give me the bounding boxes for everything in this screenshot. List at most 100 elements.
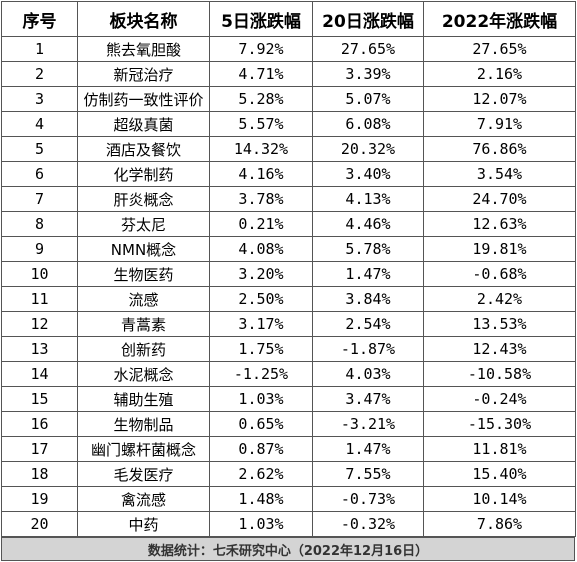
table-row: 2 新冠治疗 4.71% 3.39% 2.16% [1,61,576,87]
table-row: 1 熊去氧胆酸 7.92% 27.65% 27.65% [1,36,576,62]
table-row: 20 中药 1.03% -0.32% 7.86% [1,511,576,537]
header-5day-change: 5日涨跌幅 [209,1,313,37]
cell-5day-change: 1.03% [209,386,313,412]
table-row: 13 创新药 1.75% -1.87% 12.43% [1,336,576,362]
cell-20day-change: 1.47% [312,261,424,287]
cell-index: 15 [1,386,78,412]
cell-sector-name: 新冠治疗 [77,61,210,87]
cell-index: 7 [1,186,78,212]
cell-2022-change: 2.42% [423,286,576,312]
header-2022-change: 2022年涨跌幅 [423,1,576,37]
cell-sector-name: 超级真菌 [77,111,210,137]
cell-5day-change: 1.48% [209,486,313,512]
cell-sector-name: 中药 [77,511,210,537]
table-row: 15 辅助生殖 1.03% 3.47% -0.24% [1,386,576,412]
cell-2022-change: 13.53% [423,311,576,337]
cell-index: 6 [1,161,78,187]
cell-20day-change: 4.03% [312,361,424,387]
cell-5day-change: 3.78% [209,186,313,212]
table-row: 14 水泥概念 -1.25% 4.03% -10.58% [1,361,576,387]
cell-2022-change: 7.91% [423,111,576,137]
cell-5day-change: -1.25% [209,361,313,387]
cell-index: 11 [1,286,78,312]
cell-20day-change: 1.47% [312,436,424,462]
table-row: 3 仿制药一致性评价 5.28% 5.07% 12.07% [1,86,576,112]
table-header-row: 序号 板块名称 5日涨跌幅 20日涨跌幅 2022年涨跌幅 [1,1,576,37]
cell-index: 18 [1,461,78,487]
cell-2022-change: 19.81% [423,236,576,262]
table-row: 18 毛发医疗 2.62% 7.55% 15.40% [1,461,576,487]
cell-index: 20 [1,511,78,537]
cell-2022-change: 15.40% [423,461,576,487]
cell-index: 12 [1,311,78,337]
cell-sector-name: 芬太尼 [77,211,210,237]
cell-sector-name: 水泥概念 [77,361,210,387]
cell-sector-name: NMN概念 [77,236,210,262]
cell-20day-change: 5.07% [312,86,424,112]
cell-index: 19 [1,486,78,512]
header-20day-change: 20日涨跌幅 [312,1,424,37]
cell-2022-change: -10.58% [423,361,576,387]
cell-5day-change: 14.32% [209,136,313,162]
cell-5day-change: 2.62% [209,461,313,487]
table-row: 9 NMN概念 4.08% 5.78% 19.81% [1,236,576,262]
cell-5day-change: 4.71% [209,61,313,87]
cell-20day-change: 3.39% [312,61,424,87]
cell-index: 3 [1,86,78,112]
data-source-text: 数据统计：七禾研究中心（2022年12月16日） [147,543,429,559]
table-row: 10 生物医药 3.20% 1.47% -0.68% [1,261,576,287]
cell-2022-change: 12.07% [423,86,576,112]
cell-20day-change: 3.47% [312,386,424,412]
cell-sector-name: 化学制药 [77,161,210,187]
data-source-footer: 数据统计：七禾研究中心（2022年12月16日） [1,537,575,561]
cell-2022-change: -15.30% [423,411,576,437]
cell-20day-change: 4.13% [312,186,424,212]
cell-sector-name: 青蒿素 [77,311,210,337]
cell-5day-change: 0.21% [209,211,313,237]
cell-2022-change: 27.65% [423,36,576,62]
cell-20day-change: 7.55% [312,461,424,487]
cell-5day-change: 3.20% [209,261,313,287]
cell-20day-change: 3.40% [312,161,424,187]
header-sector-name: 板块名称 [77,1,210,37]
cell-sector-name: 生物医药 [77,261,210,287]
cell-2022-change: -0.68% [423,261,576,287]
cell-sector-name: 酒店及餐饮 [77,136,210,162]
cell-5day-change: 0.87% [209,436,313,462]
cell-5day-change: 4.08% [209,236,313,262]
cell-5day-change: 2.50% [209,286,313,312]
table-row: 17 幽门螺杆菌概念 0.87% 1.47% 11.81% [1,436,576,462]
cell-index: 9 [1,236,78,262]
cell-20day-change: 4.46% [312,211,424,237]
cell-5day-change: 1.75% [209,336,313,362]
cell-sector-name: 肝炎概念 [77,186,210,212]
cell-20day-change: 20.32% [312,136,424,162]
cell-index: 5 [1,136,78,162]
cell-2022-change: 2.16% [423,61,576,87]
cell-index: 1 [1,36,78,62]
cell-20day-change: 5.78% [312,236,424,262]
cell-20day-change: 6.08% [312,111,424,137]
cell-sector-name: 熊去氧胆酸 [77,36,210,62]
table-row: 5 酒店及餐饮 14.32% 20.32% 76.86% [1,136,576,162]
cell-20day-change: 3.84% [312,286,424,312]
table-row: 6 化学制药 4.16% 3.40% 3.54% [1,161,576,187]
cell-5day-change: 5.57% [209,111,313,137]
cell-20day-change: 27.65% [312,36,424,62]
cell-5day-change: 0.65% [209,411,313,437]
cell-20day-change: -3.21% [312,411,424,437]
cell-sector-name: 流感 [77,286,210,312]
cell-sector-name: 仿制药一致性评价 [77,86,210,112]
cell-2022-change: 76.86% [423,136,576,162]
cell-20day-change: -0.32% [312,511,424,537]
cell-sector-name: 禽流感 [77,486,210,512]
cell-5day-change: 5.28% [209,86,313,112]
cell-2022-change: 3.54% [423,161,576,187]
cell-20day-change: -1.87% [312,336,424,362]
cell-2022-change: -0.24% [423,386,576,412]
table-row: 16 生物制品 0.65% -3.21% -15.30% [1,411,576,437]
cell-index: 2 [1,61,78,87]
cell-sector-name: 毛发医疗 [77,461,210,487]
cell-2022-change: 11.81% [423,436,576,462]
cell-index: 10 [1,261,78,287]
